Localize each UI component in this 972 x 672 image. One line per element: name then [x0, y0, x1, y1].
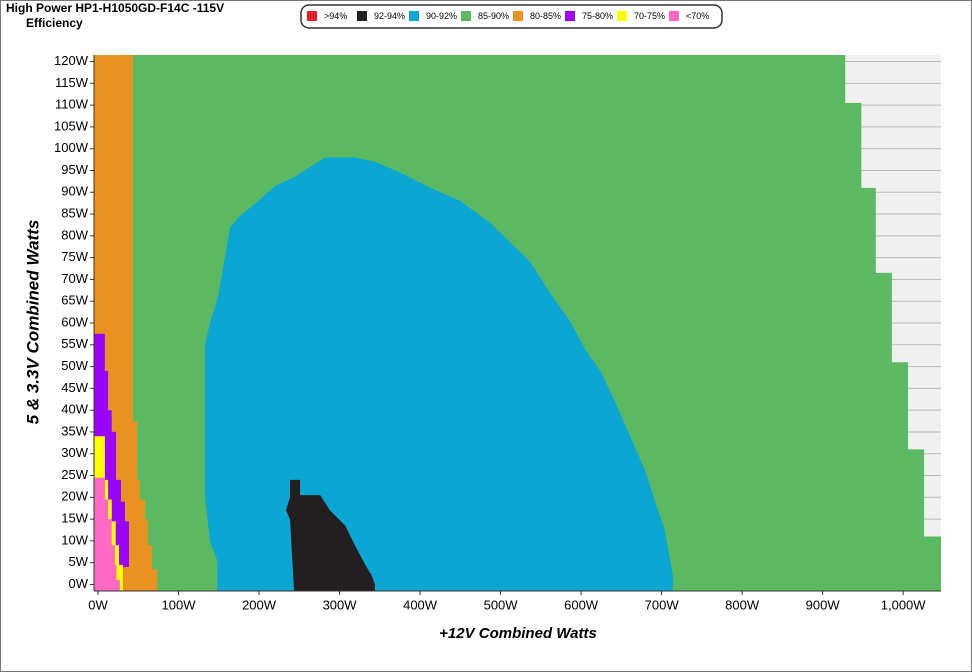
y-tick-label: 115W: [55, 75, 89, 90]
y-tick-label: 40W: [61, 402, 88, 417]
y-tick-label: 95W: [61, 162, 88, 177]
y-tick-label: 20W: [61, 489, 88, 504]
legend-label: <70%: [686, 11, 709, 21]
legend-swatch: [565, 11, 575, 21]
efficiency-region: [94, 477, 120, 591]
y-tick-label: 65W: [61, 293, 88, 308]
x-tick-label: 200W: [242, 597, 277, 612]
legend-label: 92-94%: [374, 11, 405, 21]
legend-swatch: [669, 11, 679, 21]
y-tick-label: 85W: [61, 205, 88, 220]
chart-subtitle: Efficiency: [26, 16, 83, 30]
y-tick-label: 30W: [61, 445, 88, 460]
y-tick-label: 120W: [54, 53, 89, 68]
x-tick-label: 600W: [564, 597, 599, 612]
y-tick-label: 35W: [61, 423, 88, 438]
efficiency-region: [205, 157, 673, 591]
legend-label: >94%: [324, 11, 347, 21]
y-tick-label: 55W: [61, 336, 88, 351]
legend-label: 85-90%: [478, 11, 509, 21]
y-tick-label: 0W: [69, 576, 89, 591]
legend-label: 70-75%: [634, 11, 665, 21]
x-tick-label: 100W: [162, 597, 197, 612]
x-tick-label: 900W: [806, 597, 841, 612]
y-tick-label: 45W: [61, 380, 88, 395]
y-tick-label: 10W: [61, 532, 88, 547]
legend-swatch: [307, 11, 317, 21]
y-tick-label: 80W: [61, 227, 88, 242]
x-tick-label: 700W: [645, 597, 680, 612]
x-tick-label: 800W: [725, 597, 760, 612]
x-tick-label: 400W: [403, 597, 438, 612]
y-tick-label: 60W: [61, 314, 88, 329]
y-tick-label: 90W: [61, 184, 88, 199]
chart-title: High Power HP1-H1050GD-F14C -115V: [6, 1, 224, 15]
legend-swatch: [357, 11, 367, 21]
legend-swatch: [461, 11, 471, 21]
legend-swatch: [409, 11, 419, 21]
x-axis-label: +12V Combined Watts: [439, 625, 597, 642]
y-tick-label: 5W: [69, 554, 89, 569]
legend-label: 90-92%: [426, 11, 457, 21]
legend: [300, 4, 723, 29]
x-tick-label: 500W: [484, 597, 519, 612]
x-tick-label: 1,000W: [881, 597, 927, 612]
x-tick-label: 300W: [323, 597, 358, 612]
x-tick-label: 0W: [88, 597, 108, 612]
y-tick-label: 25W: [61, 467, 88, 482]
y-tick-label: 75W: [61, 249, 88, 264]
y-tick-label: 110W: [55, 97, 89, 112]
legend-label: 80-85%: [530, 11, 561, 21]
legend-label: 75-80%: [582, 11, 613, 21]
y-tick-label: 70W: [61, 271, 88, 286]
legend-swatch: [513, 11, 523, 21]
y-tick-label: 50W: [61, 358, 88, 373]
legend-swatch: [617, 11, 627, 21]
efficiency-region: [286, 479, 375, 591]
y-axis-label: 5 & 3.3V Combined Watts: [23, 220, 42, 425]
y-tick-label: 15W: [61, 511, 88, 526]
y-tick-label: 105W: [54, 118, 89, 133]
y-tick-label: 100W: [54, 140, 89, 155]
